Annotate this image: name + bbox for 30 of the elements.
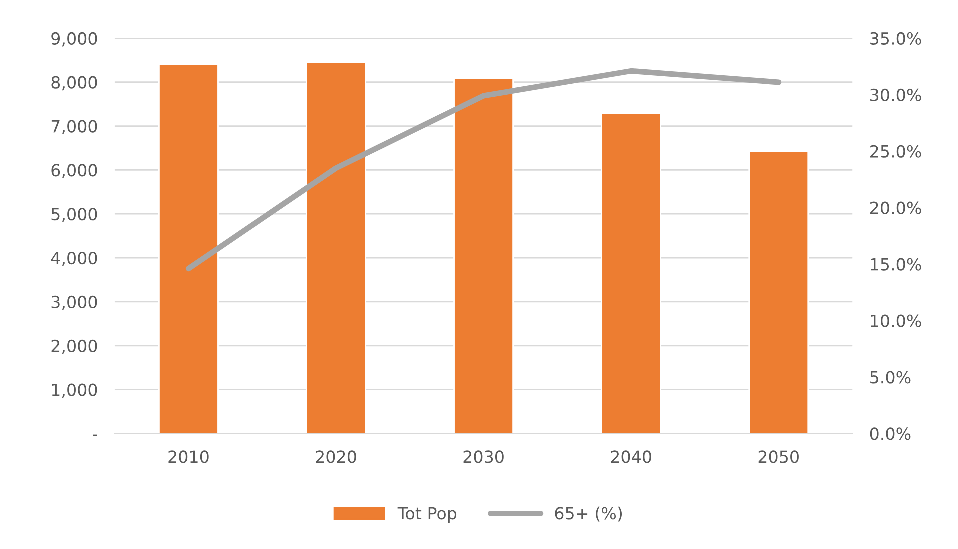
- y-tick-label: 6,000: [52, 164, 98, 178]
- bar: [306, 62, 366, 434]
- y-tick-label: 1,000: [52, 384, 98, 398]
- x-tick-label: 2020: [316, 450, 356, 464]
- y-tick-label: 4,000: [51, 252, 98, 266]
- y2-tick-label: 20.0%: [870, 202, 922, 214]
- bar: [454, 78, 514, 434]
- x-tick-label: 2040: [611, 450, 652, 464]
- y-tick-label: 9,000: [52, 32, 98, 47]
- y2-tick-label: 25.0%: [870, 145, 922, 158]
- bar: [158, 64, 219, 434]
- legend-label: 65+ (%): [555, 506, 622, 522]
- y2-tick-label: 10.0%: [871, 314, 922, 328]
- y2-tick-label: 0.0%: [870, 428, 911, 440]
- bar: [748, 150, 810, 434]
- y-tick-label: -: [93, 434, 98, 436]
- x-tick-label: 2010: [168, 450, 209, 464]
- y-tick-label: 5,000: [52, 208, 98, 222]
- x-tick-label: 2050: [758, 450, 799, 464]
- legend-label: Tot Pop: [398, 507, 457, 524]
- y-tick-label: 3,000: [52, 296, 98, 310]
- y2-tick-label: 35.0%: [870, 32, 922, 45]
- y-tick-label: 8,000: [52, 76, 98, 91]
- bar: [601, 112, 662, 434]
- y2-tick-label: 5.0%: [870, 371, 911, 384]
- y-tick-label: 7,000: [52, 120, 98, 135]
- y2-tick-label: 15.0%: [871, 258, 922, 271]
- y2-tick-label: 30.0%: [870, 88, 922, 102]
- y-tick-label: 2,000: [52, 340, 98, 354]
- x-tick-label: 2030: [464, 450, 504, 464]
